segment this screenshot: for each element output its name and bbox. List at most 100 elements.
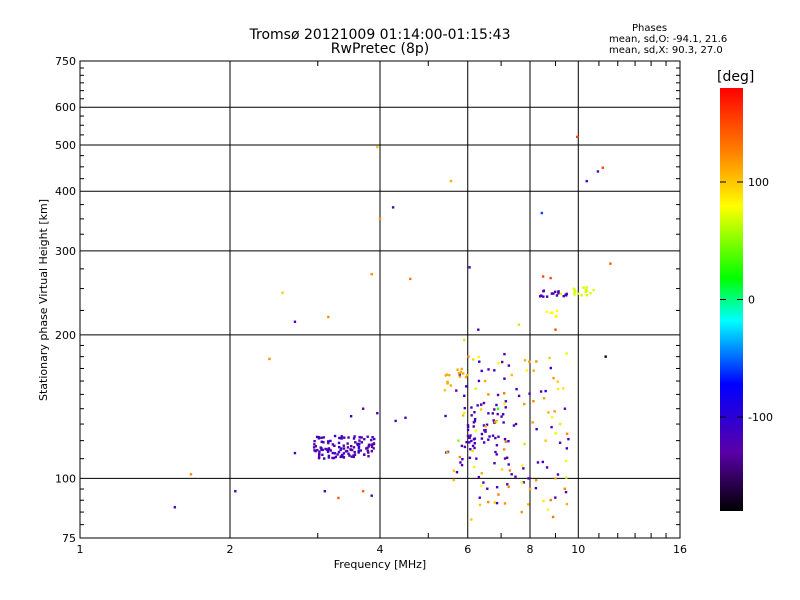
cluster-point [487, 500, 490, 504]
data-point [483, 379, 487, 383]
cluster-point [541, 460, 544, 464]
data-point [496, 407, 500, 410]
data-point [554, 477, 557, 480]
cluster-point [503, 437, 507, 441]
data-point [510, 473, 513, 476]
cluster-point [544, 389, 547, 393]
cluster-point [314, 445, 318, 448]
cluster-point [506, 483, 509, 486]
cluster-point [522, 481, 525, 484]
cluster-point [370, 443, 373, 447]
cluster-point [585, 286, 588, 289]
cluster-point [503, 352, 506, 356]
cluster-point [353, 450, 356, 454]
cluster-point [371, 436, 374, 439]
data-point [457, 439, 460, 442]
cluster-point [555, 309, 559, 313]
cluster-point [320, 436, 323, 440]
cluster-point [547, 411, 550, 414]
cluster-point [366, 435, 369, 438]
cluster-point [336, 453, 339, 456]
cluster-point [531, 421, 534, 424]
cluster-point [460, 367, 463, 371]
cluster-point [342, 452, 346, 455]
cluster-point [460, 444, 464, 448]
cluster-point [504, 400, 508, 403]
cluster-point [452, 478, 455, 482]
cluster-point [463, 406, 467, 410]
cluster-point [493, 408, 496, 411]
cluster-point [462, 414, 465, 417]
cluster-point [352, 455, 356, 459]
data-point [523, 442, 526, 446]
cluster-point [365, 447, 368, 450]
cluster-point [515, 387, 518, 391]
cluster-point [342, 447, 346, 450]
cluster-point [523, 402, 526, 406]
cluster-point [357, 451, 360, 454]
cluster-point [372, 447, 375, 450]
cluster-point [553, 410, 556, 413]
cluster-point [319, 446, 322, 449]
cluster-point [507, 463, 510, 466]
cluster-point [373, 437, 376, 441]
grid-lines [80, 61, 680, 538]
cluster-point [532, 399, 535, 403]
cluster-point [565, 502, 569, 506]
cluster-point [463, 411, 466, 415]
cluster-point [358, 442, 361, 446]
cluster-point [340, 453, 344, 457]
data-point [189, 473, 193, 476]
cluster-point [504, 440, 508, 443]
cluster-point [508, 469, 512, 472]
cluster-point [517, 394, 521, 398]
cluster-point [584, 288, 587, 291]
phases-stats-o: mean, sd,O: -94.1, 21.6 [609, 34, 728, 45]
cluster-point [344, 450, 348, 453]
cluster-point [326, 448, 329, 451]
data-point [337, 496, 340, 500]
cluster-point [326, 440, 330, 443]
cluster-point [589, 292, 592, 295]
cluster-point [495, 420, 499, 423]
data-point [234, 490, 237, 493]
cluster-point [348, 454, 351, 457]
cluster-point [340, 447, 343, 450]
cluster-point [493, 369, 496, 372]
cluster-point [472, 358, 475, 361]
cluster-point [459, 370, 463, 374]
data-point [493, 501, 497, 504]
colorbar-ticks: 100 0 -100 [720, 176, 773, 424]
cluster-point [327, 454, 331, 458]
cluster-point [558, 441, 562, 444]
cluster-point [449, 384, 453, 387]
cluster-point [466, 428, 470, 432]
cluster-point [456, 368, 459, 371]
cluster-point [559, 292, 562, 296]
y-tick-label: 100 [55, 472, 76, 485]
cluster-point [339, 437, 343, 440]
cluster-point [473, 446, 476, 450]
cluster-point [573, 293, 576, 296]
cluster-point [467, 355, 470, 358]
cluster-point [510, 373, 513, 377]
data-points [173, 135, 612, 521]
cluster-point [366, 449, 369, 452]
x-axis-label: Frequency [MHz] [334, 558, 426, 571]
y-tick-label: 300 [55, 245, 76, 258]
cluster-point [479, 408, 483, 411]
cluster-point [534, 479, 538, 482]
cluster-point [457, 372, 461, 375]
cluster-point [494, 450, 497, 454]
cluster-point [470, 406, 473, 409]
cluster-point [545, 295, 549, 298]
data-point [554, 328, 557, 331]
cluster-point [318, 450, 321, 453]
data-point [443, 389, 447, 392]
cluster-point [324, 447, 327, 451]
cluster-point [444, 414, 447, 418]
data-point [478, 503, 482, 507]
cluster-point [446, 451, 449, 454]
cluster-point [329, 449, 332, 452]
